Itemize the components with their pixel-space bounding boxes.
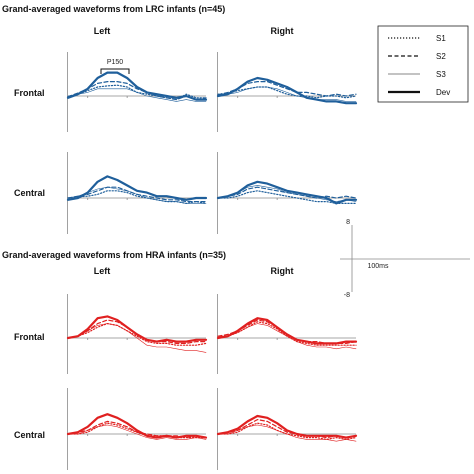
lrc-col-left-label: Left [94, 26, 111, 36]
scale-top-label: 8 [346, 219, 350, 226]
lrc-central-left-series-dev [66, 175, 208, 201]
lrc-frontal-right-series-dev [216, 76, 358, 105]
scale-bottom-label: -8 [344, 292, 350, 299]
lrc-central-left-panel [66, 152, 208, 234]
lrc-row-central-label: Central [14, 188, 45, 198]
hra-frontal-left-series-s3 [67, 323, 207, 353]
lrc-frontal-left-series-dev [66, 71, 208, 101]
lrc-frontal-left-panel [66, 52, 208, 132]
hra-frontal-right-series-s3 [217, 323, 357, 350]
hra-central-right-series-s2 [217, 419, 357, 439]
hra-section-title: Grand-averaged waveforms from HRA infant… [2, 250, 226, 260]
scale-bar: 8 -8 100ms [340, 219, 470, 299]
legend-label-s2: S2 [436, 52, 446, 61]
legend: S1 S2 S3 Dev [377, 25, 469, 103]
scale-x-label: 100ms [367, 263, 389, 270]
hra-central-left-series-dev [66, 413, 208, 439]
hra-row-frontal-label: Frontal [14, 332, 45, 342]
lrc-frontal-left-series-s2 [67, 81, 207, 101]
hra-central-left-series-s3 [67, 424, 207, 440]
hra-central-right-panel [216, 388, 358, 470]
hra-frontal-right-panel [216, 294, 358, 374]
hra-central-right-series-s3 [217, 424, 357, 442]
hra-row-central-label: Central [14, 430, 45, 440]
lrc-frontal-right-series-s1 [217, 86, 357, 99]
lrc-central-right-panel [216, 152, 358, 234]
hra-col-right-label: Right [271, 266, 294, 276]
hra-frontal-left-series-s1 [67, 323, 207, 346]
lrc-frontal-left-series-s3 [67, 88, 207, 102]
hra-frontal-right-series-dev [216, 317, 358, 345]
lrc-section-title: Grand-averaged waveforms from LRC infant… [2, 4, 225, 14]
hra-central-right-series-dev [216, 414, 358, 439]
legend-label-dev: Dev [436, 88, 450, 97]
lrc-central-left-series-s3 [67, 186, 207, 204]
hra-frontal-left-panel [66, 294, 208, 374]
lrc-central-right-series-dev [216, 180, 358, 205]
legend-box [377, 25, 469, 103]
lrc-frontal-right-panel [216, 52, 358, 132]
lrc-frontal-right-series-s2 [217, 81, 357, 97]
legend-label-s3: S3 [436, 70, 446, 79]
lrc-row-frontal-label: Frontal [14, 88, 45, 98]
p150-label: P150 [107, 59, 123, 66]
hra-col-left-label: Left [94, 266, 111, 276]
legend-label-s1: S1 [436, 34, 446, 43]
p150-bracket: P150 [100, 59, 130, 74]
hra-frontal-left-series-dev [66, 315, 208, 343]
lrc-frontal-right-series-s3 [217, 86, 357, 102]
hra-central-left-panel [66, 388, 208, 470]
lrc-col-right-label: Right [271, 26, 294, 36]
panels-group [66, 52, 358, 470]
